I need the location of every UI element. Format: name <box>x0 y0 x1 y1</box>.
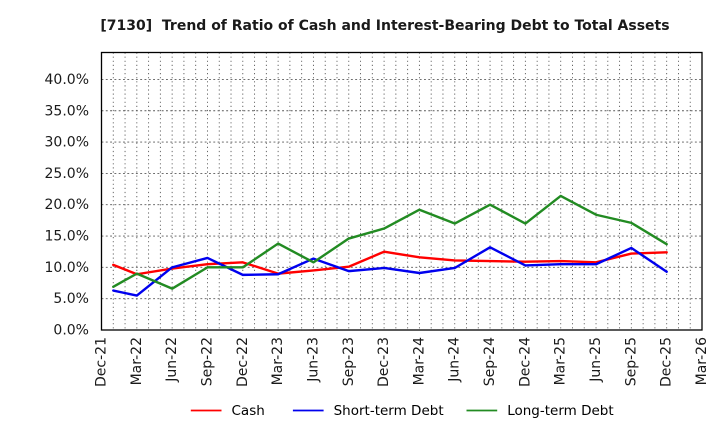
legend: Cash Short-term Debt Long-term Debt <box>190 403 614 419</box>
x-tick-label: Dec-23 <box>376 337 392 387</box>
x-tick-label: Dec-21 <box>94 337 110 387</box>
y-tick-label: 15.0% <box>45 229 89 245</box>
x-tick-label: Mar-26 <box>694 337 710 385</box>
y-tick-label: 5.0% <box>53 291 89 307</box>
legend-label: Cash <box>232 403 265 419</box>
legend-label: Short-term Debt <box>334 403 444 419</box>
x-tick-label: Sep-24 <box>482 337 498 386</box>
x-tick-label: Jun-22 <box>164 337 180 383</box>
y-tick-label: 30.0% <box>45 135 89 151</box>
y-tick-label: 0.0% <box>53 323 89 339</box>
x-tick-label: Dec-24 <box>517 337 533 387</box>
x-tick-label: Mar-25 <box>553 337 569 385</box>
y-tick-label: 25.0% <box>45 166 89 182</box>
legend-item-short-term-debt: Short-term Debt <box>292 403 444 419</box>
x-tick-label: Jun-24 <box>447 337 463 383</box>
x-axis-tick-labels: Dec-21 Mar-22 Jun-22 Sep-22 Dec-22 Mar-23 Jun-… <box>94 337 711 387</box>
plot-frame <box>100 51 703 331</box>
y-tick-label: 35.0% <box>45 103 89 119</box>
x-tick-label: Mar-24 <box>411 337 427 385</box>
x-tick-label: Dec-25 <box>659 337 675 387</box>
x-tick-label: Dec-22 <box>235 337 251 387</box>
legend-item-cash: Cash <box>190 403 265 419</box>
chart-title: [7130] Trend of Ratio of Cash and Intere… <box>100 18 669 34</box>
x-tick-label: Sep-22 <box>199 337 215 386</box>
x-tick-label: Sep-23 <box>341 337 357 386</box>
y-tick-label: 20.0% <box>45 197 89 213</box>
legend-item-long-term-debt: Long-term Debt <box>466 403 614 419</box>
legend-label: Long-term Debt <box>507 403 613 419</box>
series-line-cash <box>112 250 668 276</box>
x-tick-label: Jun-25 <box>588 337 604 383</box>
y-tick-label: 40.0% <box>45 72 89 88</box>
x-tick-label: Sep-25 <box>623 337 639 386</box>
series-line-short-term-debt <box>112 246 668 297</box>
series-line-long-term-debt <box>112 194 668 290</box>
gridlines <box>101 52 703 330</box>
x-tick-label: Mar-22 <box>129 337 145 385</box>
x-tick-label: Mar-23 <box>270 337 286 385</box>
series-lines <box>112 194 668 297</box>
y-tick-label: 10.0% <box>45 260 89 276</box>
x-tick-label: Jun-23 <box>305 337 321 383</box>
y-axis-tick-labels: 0.0% 5.0% 10.0% 15.0% 20.0% 25.0% 30.0% 35.0% 40… <box>45 72 89 339</box>
